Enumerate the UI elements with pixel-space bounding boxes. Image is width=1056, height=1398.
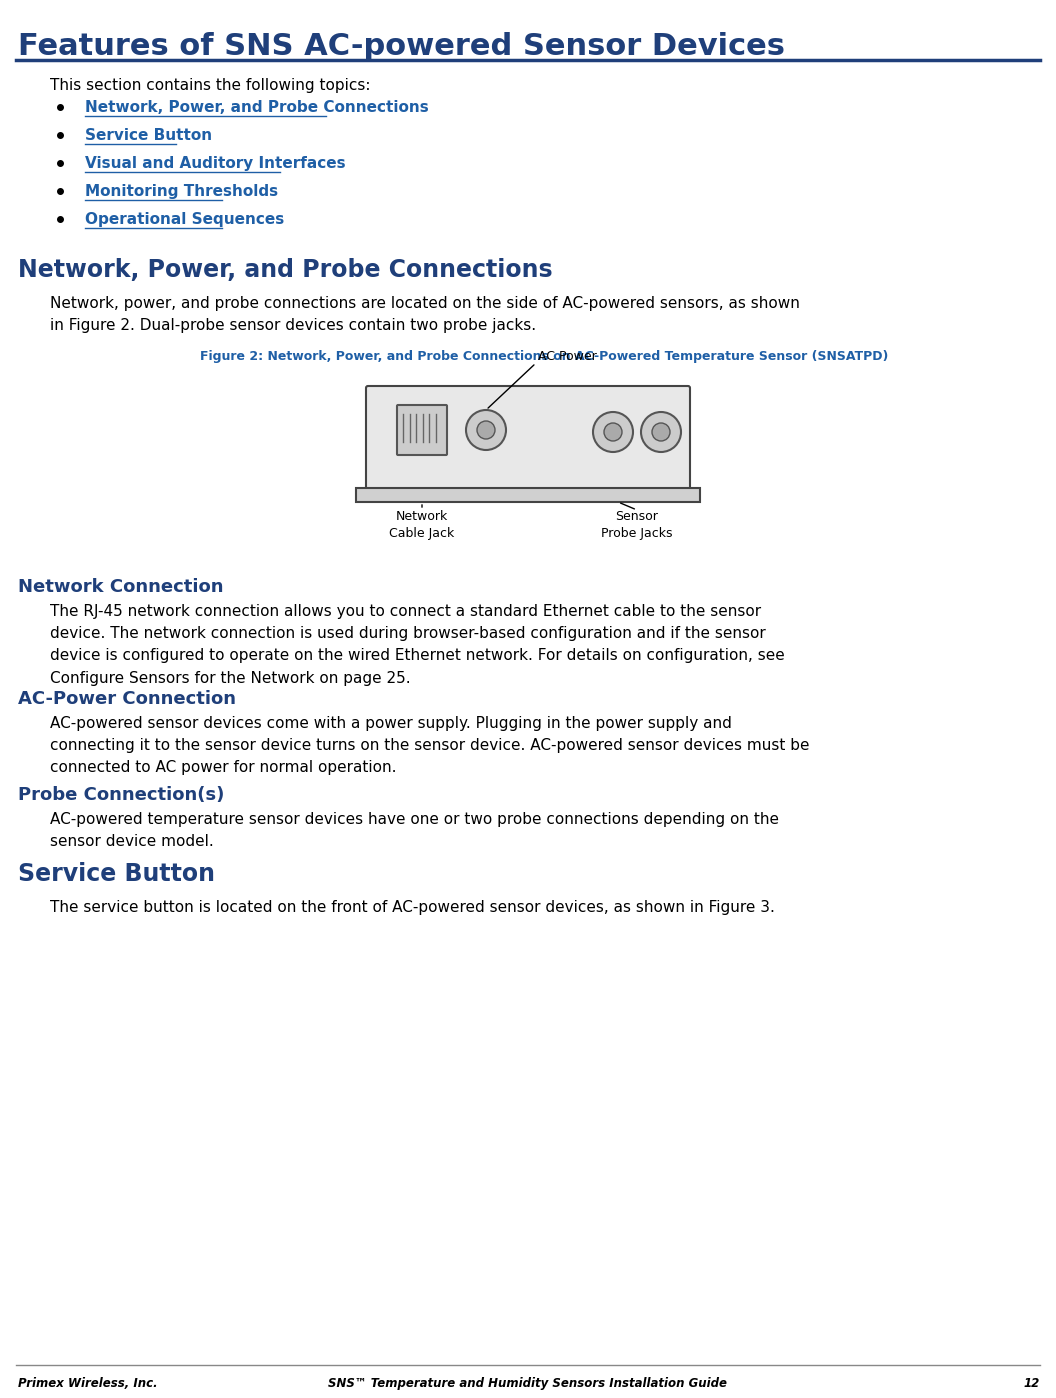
Text: 12: 12 [1023, 1377, 1040, 1390]
Text: Network
Cable Jack: Network Cable Jack [390, 510, 455, 540]
Circle shape [466, 410, 506, 450]
FancyBboxPatch shape [366, 386, 690, 491]
Text: Sensor
Probe Jacks: Sensor Probe Jacks [601, 510, 673, 540]
Circle shape [652, 424, 670, 440]
Text: Operational Sequences: Operational Sequences [84, 212, 284, 226]
Text: Features of SNS AC-powered Sensor Devices: Features of SNS AC-powered Sensor Device… [18, 32, 785, 62]
Text: AC Power: AC Power [538, 350, 597, 363]
FancyBboxPatch shape [397, 405, 447, 454]
Circle shape [477, 421, 495, 439]
Text: Figure 2: Network, Power, and Probe Connections on AC-Powered Temperature Sensor: Figure 2: Network, Power, and Probe Conn… [200, 350, 888, 363]
Text: Service Button: Service Button [18, 863, 215, 886]
Text: AC-powered temperature sensor devices have one or two probe connections dependin: AC-powered temperature sensor devices ha… [50, 812, 779, 849]
Text: Service Button: Service Button [84, 129, 212, 143]
Circle shape [593, 412, 633, 452]
Text: This section contains the following topics:: This section contains the following topi… [50, 78, 371, 94]
Text: Visual and Auditory Interfaces: Visual and Auditory Interfaces [84, 157, 345, 171]
Text: SNS™ Temperature and Humidity Sensors Installation Guide: SNS™ Temperature and Humidity Sensors In… [328, 1377, 728, 1390]
Text: Network, Power, and Probe Connections: Network, Power, and Probe Connections [18, 259, 552, 282]
Text: Network, Power, and Probe Connections: Network, Power, and Probe Connections [84, 101, 429, 115]
Circle shape [604, 424, 622, 440]
Text: Monitoring Thresholds: Monitoring Thresholds [84, 185, 278, 199]
Text: The RJ-45 network connection allows you to connect a standard Ethernet cable to : The RJ-45 network connection allows you … [50, 604, 785, 685]
Text: Primex Wireless, Inc.: Primex Wireless, Inc. [18, 1377, 157, 1390]
Text: Network Connection: Network Connection [18, 577, 224, 596]
Text: AC-Power Connection: AC-Power Connection [18, 691, 235, 707]
Bar [356, 488, 700, 502]
Text: Probe Connection(s): Probe Connection(s) [18, 786, 224, 804]
Text: The service button is located on the front of AC-powered sensor devices, as show: The service button is located on the fro… [50, 900, 775, 916]
Text: Network, power, and probe connections are located on the side of AC-powered sens: Network, power, and probe connections ar… [50, 296, 799, 333]
Circle shape [641, 412, 681, 452]
Text: AC-powered sensor devices come with a power supply. Plugging in the power supply: AC-powered sensor devices come with a po… [50, 716, 810, 776]
